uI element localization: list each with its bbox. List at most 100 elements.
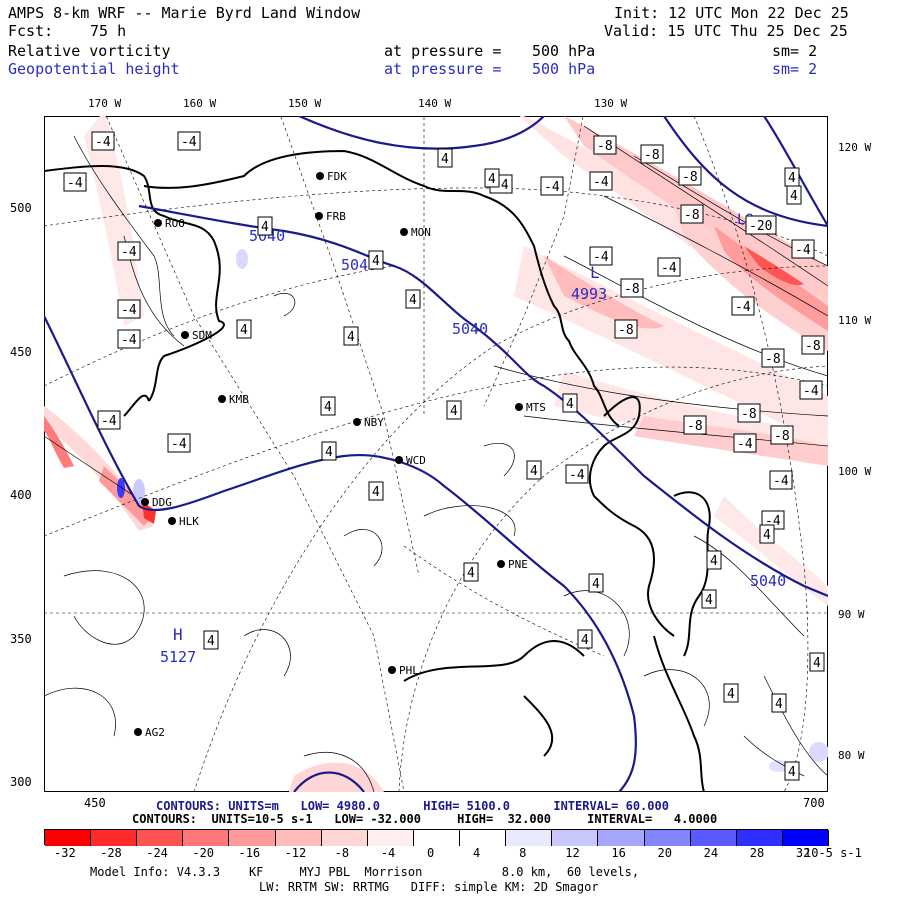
svg-text:4: 4 [409, 293, 417, 308]
svg-text:-4: -4 [661, 261, 677, 276]
vorticity-label-39: 4 [236, 319, 252, 339]
svg-text:-4: -4 [737, 437, 753, 452]
vorticity-label-10: -4 [589, 171, 613, 191]
vorticity-label-42: 4 [446, 400, 462, 420]
vorticity-label-45: 4 [526, 460, 542, 480]
title: AMPS 8-km WRF -- Marie Byrd Land Window [8, 4, 361, 22]
y-tick-500: 500 [10, 201, 32, 215]
vorticity-label-51: 4 [203, 630, 219, 650]
station-label-mon: MON [411, 226, 431, 239]
svg-text:-4: -4 [795, 243, 811, 258]
lon-label-100w: 100 W [838, 465, 872, 478]
station-dot-mts [515, 403, 523, 411]
vorticity-label-33: 4 [484, 168, 500, 188]
station-label-frb: FRB [326, 210, 346, 223]
vorticity-label-52: 4 [577, 629, 593, 649]
lon-label-90w: 90 W [838, 608, 865, 621]
station-dot-nby [353, 418, 361, 426]
vorticity-label-27: -8 [737, 403, 761, 423]
vorticity-label-13: -4 [731, 296, 755, 316]
field2-level-value: 500 hPa [532, 60, 596, 78]
vorticity-label-38: 4 [405, 289, 421, 309]
vorticity-label-2: -4 [63, 172, 87, 192]
svg-text:-8: -8 [597, 139, 613, 154]
svg-text:-4: -4 [101, 414, 117, 429]
colorbar-cell [736, 830, 783, 846]
svg-text:4: 4 [441, 152, 449, 167]
svg-text:-20: -20 [749, 219, 772, 234]
svg-text:4: 4 [347, 330, 355, 345]
map-plot: 5040 5040 5040 5040 4993 5127 L H L8 -4-… [44, 116, 828, 792]
colorbar-cell [598, 830, 645, 846]
svg-text:4: 4 [207, 634, 215, 649]
svg-text:-4: -4 [544, 180, 560, 195]
vorticity-label-18: -4 [565, 464, 589, 484]
svg-text:-8: -8 [741, 407, 757, 422]
svg-text:4: 4 [788, 171, 796, 186]
colorbar-cell [321, 830, 368, 846]
svg-text:-8: -8 [624, 282, 640, 297]
colorbar-cell [690, 830, 737, 846]
vorticity-contour-info: CONTOURS: UNITS=10-5 s-1 LOW= -32.000 HI… [132, 812, 718, 826]
svg-text:-4: -4 [735, 300, 751, 315]
vorticity-label-43: 4 [321, 441, 337, 461]
svg-text:-4: -4 [121, 333, 137, 348]
svg-text:4: 4 [775, 697, 783, 712]
svg-text:4: 4 [324, 400, 332, 415]
colorbar-label: 24 [703, 846, 719, 860]
init-time: Init: 12 UTC Mon 22 Dec 25 [614, 4, 849, 22]
positive-vorticity-shading [117, 249, 828, 772]
svg-text:-8: -8 [682, 170, 698, 185]
field2-level: at pressure = [384, 60, 502, 78]
station-label-roo: ROO [165, 217, 185, 230]
vorticity-label-44: 4 [368, 481, 384, 501]
vorticity-label-37: 4 [368, 250, 384, 270]
svg-text:4: 4 [788, 765, 796, 780]
vorticity-label-53: 4 [723, 683, 739, 703]
field2-name: Geopotential height [8, 60, 180, 78]
lon-label-140w: 140 W [418, 97, 452, 110]
colorbar-cell [552, 830, 599, 846]
svg-text:-8: -8 [644, 148, 660, 163]
colorbar-label: -12 [284, 846, 307, 860]
height-label-5040-d: 5040 [750, 572, 786, 590]
vorticity-label-16: -4 [769, 470, 793, 490]
svg-text:4: 4 [790, 189, 798, 204]
svg-text:4: 4 [325, 445, 333, 460]
station-label-nby: NBY [364, 416, 384, 429]
station-dot-wcd [395, 456, 403, 464]
station-dot-pne [497, 560, 505, 568]
svg-text:4: 4 [592, 577, 600, 592]
svg-text:4: 4 [710, 554, 718, 569]
station-label-sdm: SDM [192, 329, 212, 342]
station-label-phl: PHL [399, 664, 419, 677]
vorticity-label-32: 4 [437, 148, 453, 168]
lon-label-120w: 120 W [838, 141, 872, 154]
forecast-label: Fcst: [8, 22, 54, 40]
svg-text:-4: -4 [803, 384, 819, 399]
vorticity-label-3: -4 [117, 241, 141, 261]
svg-text:4: 4 [763, 528, 771, 543]
svg-text:-8: -8 [805, 339, 821, 354]
vorticity-label-50: 4 [588, 573, 604, 593]
low-pressure-symbol: L [590, 263, 600, 282]
colorbar-cell [506, 830, 553, 846]
high-pressure-symbol: H [173, 625, 183, 644]
station-dot-ag2 [134, 728, 142, 736]
svg-text:4: 4 [566, 397, 574, 412]
svg-text:4: 4 [488, 172, 496, 187]
vorticity-label-22: -8 [678, 166, 702, 186]
svg-text:4: 4 [261, 220, 269, 235]
svg-text:-4: -4 [593, 250, 609, 265]
y-tick-450: 450 [10, 345, 32, 359]
station-dot-ddg [141, 498, 149, 506]
vorticity-label-29: -8 [761, 348, 785, 368]
svg-text:-8: -8 [774, 429, 790, 444]
height-label-5127: 5127 [160, 648, 196, 666]
colorbar-label: 28 [749, 846, 765, 860]
colorbar-cell [644, 830, 691, 846]
station-label-kmb: KMB [229, 393, 249, 406]
svg-text:4: 4 [813, 656, 821, 671]
coastline [44, 149, 711, 792]
vorticity-label-57: 4 [759, 524, 775, 544]
